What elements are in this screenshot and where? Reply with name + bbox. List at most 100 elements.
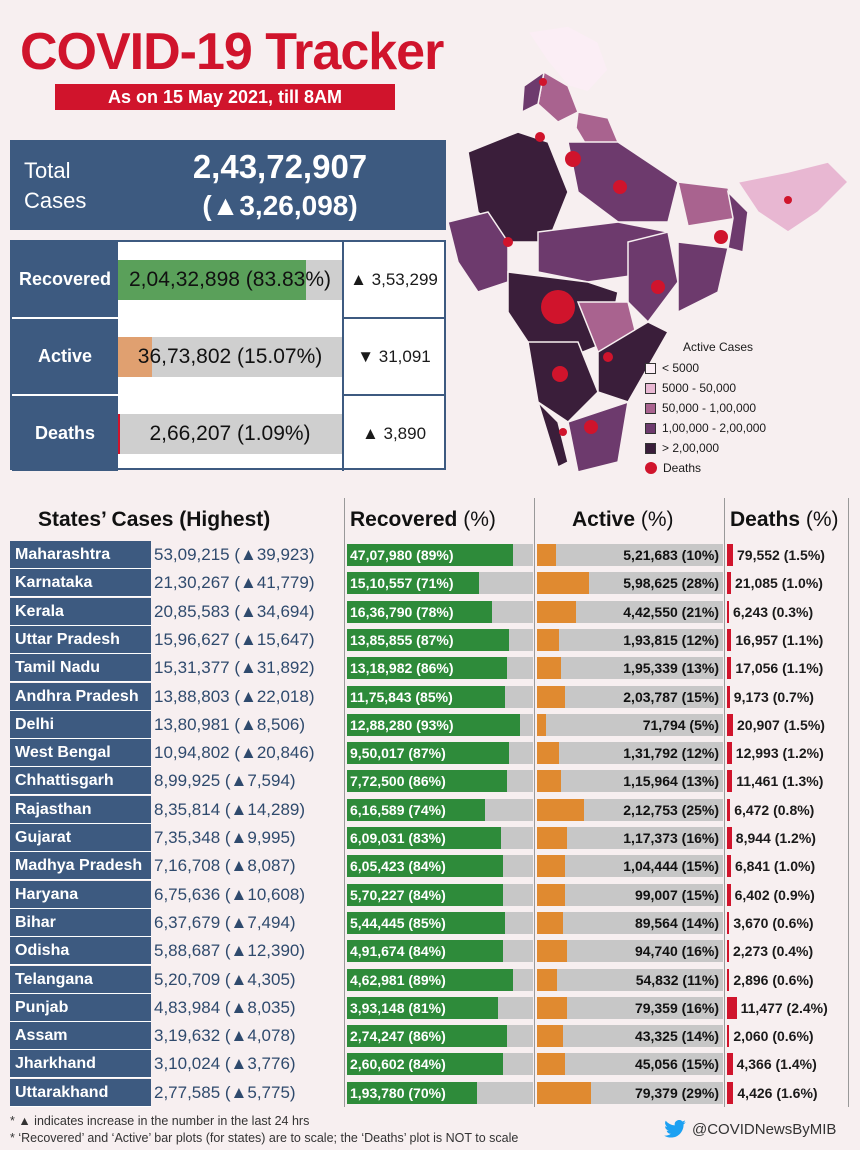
active-value: 1,15,964 (13%) — [623, 773, 719, 790]
state-cases: 4,83,984 (▲8,035) — [154, 997, 296, 1017]
summary-label: Active — [12, 319, 118, 394]
map-region-northeast — [736, 161, 850, 233]
legend-item: 5000 - 50,000 — [645, 378, 766, 398]
recovered-bar: 6,05,423 (84%) — [347, 855, 533, 878]
state-cases: 7,16,708 (▲8,087) — [154, 856, 296, 876]
active-bar-fill — [537, 600, 577, 623]
state-cases: 13,80,981 (▲8,506) — [154, 714, 306, 734]
state-name: Uttarakhand — [10, 1078, 151, 1107]
table-row: West Bengal 10,94,802 (▲20,846) 9,50,017 (… — [10, 739, 850, 768]
deaths-value: 16,957 (1.1%) — [735, 631, 824, 648]
deaths-bar — [727, 940, 729, 963]
table-row: Assam 3,19,632 (▲4,078) 2,74,247 (86%) 43,3… — [10, 1022, 850, 1051]
deaths-value: 20,907 (1.5%) — [737, 716, 825, 733]
deaths-value: 17,056 (1.1%) — [735, 660, 824, 677]
summary-delta: ▼ 31,091 — [342, 319, 444, 394]
recovered-value: 6,05,423 (84%) — [350, 858, 446, 875]
active-bar-fill — [537, 628, 560, 651]
state-name: Uttar Pradesh — [10, 625, 151, 654]
recovered-bar: 11,75,843 (85%) — [347, 685, 533, 708]
legend-swatch — [645, 382, 656, 394]
recovered-bar-fill — [347, 911, 506, 934]
recovered-bar-fill — [347, 1081, 478, 1104]
legend-item: 1,00,000 - 2,00,000 — [645, 418, 766, 438]
recovered-bar-fill — [347, 572, 480, 595]
active-bar-fill — [537, 911, 564, 934]
table-row: Telangana 5,20,709 (▲4,305) 4,62,981 (89%)… — [10, 965, 850, 994]
active-bar-fill — [537, 1025, 564, 1048]
summary-bar: 2,04,32,898 (83.83%) — [118, 260, 342, 300]
recovered-bar: 16,36,790 (78%) — [347, 600, 533, 623]
total-cases-label: Total Cases — [24, 158, 87, 213]
deaths-value: 21,085 (1.0%) — [735, 575, 823, 592]
active-value: 5,98,625 (28%) — [623, 575, 719, 592]
map-region-bihar — [677, 181, 739, 227]
header-states: States’ Cases (Highest) — [38, 508, 271, 531]
grid-line — [724, 498, 725, 1107]
deaths-bar — [727, 1025, 730, 1048]
active-value: 79,359 (16%) — [634, 999, 719, 1016]
active-bar-fill — [537, 1053, 565, 1076]
deaths-value: 4,366 (1.4%) — [736, 1056, 817, 1073]
deaths-bar — [727, 600, 729, 623]
grid-line — [534, 498, 535, 1107]
summary-bar-fill — [118, 260, 306, 300]
summary-delta: ▲ 3,53,299 — [342, 242, 444, 317]
deaths-value: 12,993 (1.2%) — [735, 745, 824, 762]
active-value: 5,21,683 (10%) — [623, 547, 719, 563]
map-region-tamilnadu — [567, 400, 629, 473]
summary-bar-fill — [118, 337, 152, 377]
recovered-bar: 9,50,017 (87%) — [347, 742, 533, 765]
active-bar: 1,93,815 (12%) — [537, 628, 723, 651]
active-bar-fill — [537, 713, 547, 736]
summary-bar-text: 2,04,32,898 (83.83%) — [129, 268, 331, 291]
death-marker — [552, 366, 568, 382]
active-value: 79,379 (29%) — [634, 1084, 719, 1101]
active-value: 2,12,753 (25%) — [623, 801, 719, 818]
active-bar: 43,325 (14%) — [537, 1025, 723, 1048]
recovered-bar: 5,70,227 (84%) — [347, 883, 533, 906]
death-marker — [541, 290, 575, 324]
state-name: West Bengal — [10, 739, 151, 768]
active-value: 71,794 (5%) — [642, 716, 719, 733]
map-legend: Active Cases < 5000 5000 - 50,000 50,000… — [645, 340, 766, 478]
deaths-value: 11,477 (2.4%) — [740, 999, 828, 1016]
recovered-value: 5,70,227 (84%) — [350, 886, 446, 903]
recovered-bar-fill — [347, 713, 520, 736]
state-cases: 6,75,636 (▲10,608) — [154, 884, 306, 904]
summary-bar-fill — [118, 414, 121, 454]
recovered-value: 47,07,980 (89%) — [350, 547, 454, 563]
active-value: 1,95,339 (13%) — [623, 660, 719, 677]
active-bar: 54,832 (11%) — [537, 968, 723, 991]
table-row: Haryana 6,75,636 (▲10,608) 5,70,227 (84%) 9… — [10, 880, 850, 909]
state-cases: 13,88,803 (▲22,018) — [154, 686, 315, 706]
legend-item-deaths: Deaths — [645, 458, 766, 478]
recovered-value: 12,88,280 (93%) — [350, 716, 454, 733]
state-cases: 6,37,679 (▲7,494) — [154, 912, 296, 932]
summary-delta: ▲ 3,890 — [342, 396, 444, 471]
table-row: Karnataka 21,30,267 (▲41,779) 15,10,557 (7… — [10, 569, 850, 598]
deaths-bar — [727, 827, 732, 849]
deaths-bar — [727, 685, 730, 708]
active-bar-fill — [537, 940, 567, 963]
recovered-bar-fill — [347, 742, 509, 765]
summary-label: Deaths — [12, 396, 118, 471]
active-bar: 2,12,753 (25%) — [537, 798, 723, 821]
active-bar: 1,04,444 (15%) — [537, 855, 723, 878]
active-bar-fill — [537, 770, 562, 793]
active-bar-fill — [537, 968, 558, 991]
death-marker — [539, 78, 547, 86]
recovered-bar: 6,09,031 (83%) — [347, 827, 533, 849]
recovered-bar: 13,85,855 (87%) — [347, 628, 533, 651]
deaths-value: 4,426 (1.6%) — [737, 1084, 818, 1101]
table-row: Uttarakhand 2,77,585 (▲5,775) 1,93,780 (70… — [10, 1078, 850, 1107]
state-name: Gujarat — [10, 824, 151, 852]
death-marker — [584, 420, 598, 434]
recovered-bar-fill — [347, 600, 493, 623]
recovered-bar: 4,62,981 (89%) — [347, 968, 533, 991]
deaths-bar — [727, 544, 733, 566]
deaths-value: 8,944 (1.2%) — [735, 830, 816, 846]
recovered-value: 15,10,557 (71%) — [350, 575, 454, 592]
twitter-icon — [664, 1120, 686, 1138]
summary-panel: Recovered 2,04,32,898 (83.83%) ▲ 3,53,29… — [10, 240, 446, 471]
